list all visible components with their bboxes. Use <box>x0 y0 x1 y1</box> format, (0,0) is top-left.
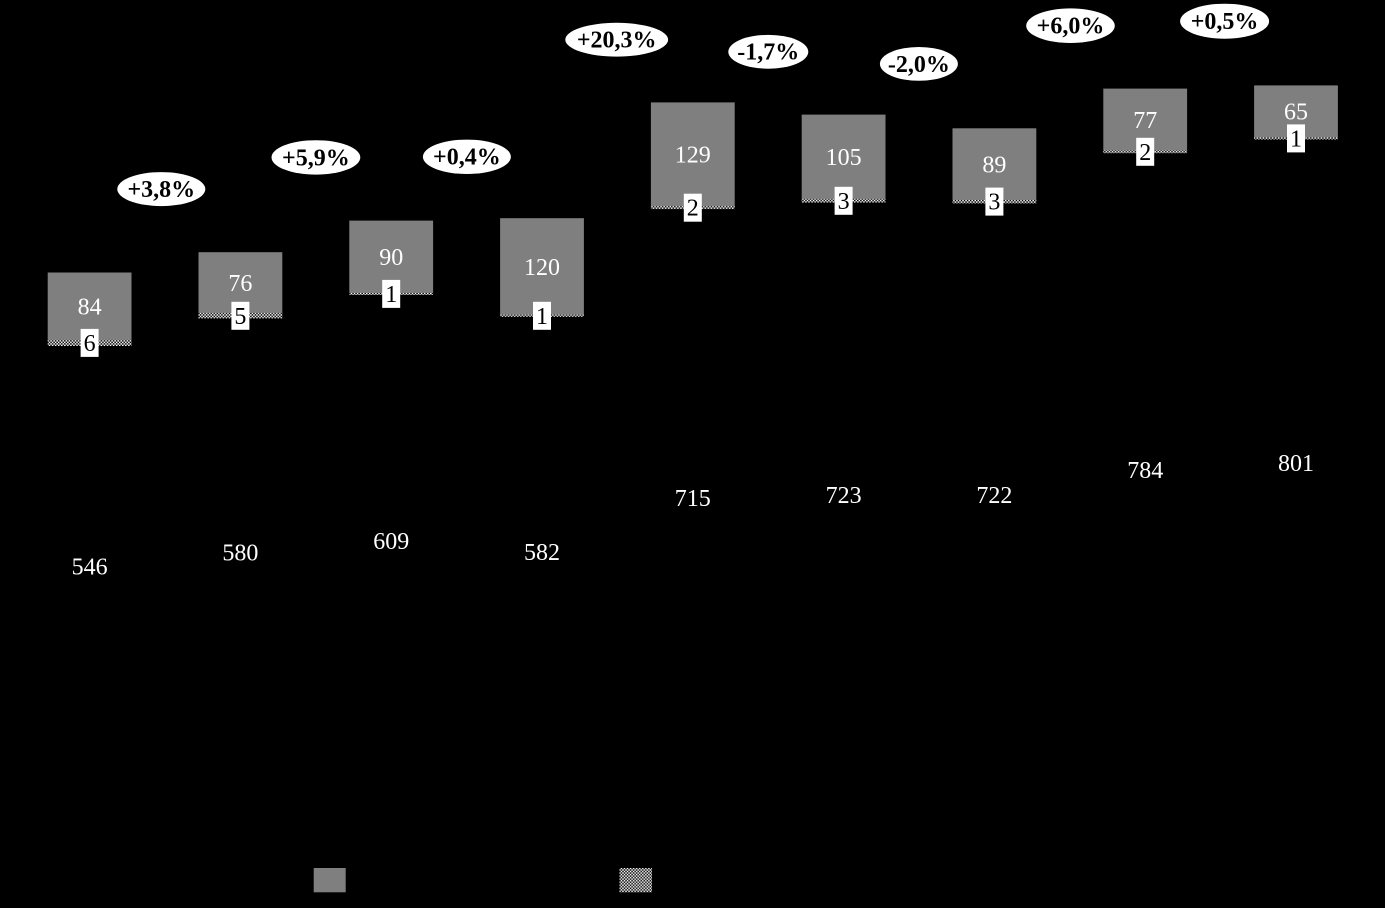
svg-text:715: 715 <box>675 486 711 512</box>
svg-text:580: 580 <box>222 541 258 567</box>
svg-text:1: 1 <box>536 304 548 330</box>
svg-text:76: 76 <box>228 271 252 297</box>
svg-text:3: 3 <box>988 190 1000 216</box>
svg-text:84: 84 <box>78 295 102 321</box>
svg-text:723: 723 <box>826 483 862 509</box>
svg-text:722: 722 <box>976 483 1012 509</box>
svg-text:+0,4%: +0,4% <box>433 145 501 171</box>
svg-text:1: 1 <box>385 282 397 308</box>
svg-text:+0,5%: +0,5% <box>1191 9 1259 35</box>
svg-text:546: 546 <box>72 554 108 580</box>
svg-text:784: 784 <box>1127 458 1163 484</box>
svg-text:120: 120 <box>524 255 560 281</box>
svg-text:77: 77 <box>1133 108 1157 134</box>
svg-text:+6,0%: +6,0% <box>1037 14 1105 40</box>
svg-text:90: 90 <box>379 245 403 271</box>
svg-text:-2,0%: -2,0% <box>888 52 950 78</box>
svg-text:582: 582 <box>524 540 560 566</box>
svg-text:-1,7%: -1,7% <box>737 40 799 66</box>
svg-text:+5,9%: +5,9% <box>282 145 350 171</box>
svg-text:129: 129 <box>675 143 711 169</box>
svg-text:2: 2 <box>687 196 699 222</box>
svg-text:65: 65 <box>1284 100 1308 126</box>
svg-text:1: 1 <box>1290 126 1302 152</box>
svg-text:3: 3 <box>838 189 850 215</box>
svg-text:2: 2 <box>1139 140 1151 166</box>
svg-text:6: 6 <box>84 331 96 357</box>
svg-text:609: 609 <box>373 529 409 555</box>
svg-text:105: 105 <box>826 145 862 171</box>
svg-text:5: 5 <box>234 304 246 330</box>
svg-text:89: 89 <box>982 152 1006 178</box>
svg-text:+20,3%: +20,3% <box>577 28 657 54</box>
svg-text:801: 801 <box>1278 451 1314 477</box>
svg-text:+3,8%: +3,8% <box>127 177 195 203</box>
